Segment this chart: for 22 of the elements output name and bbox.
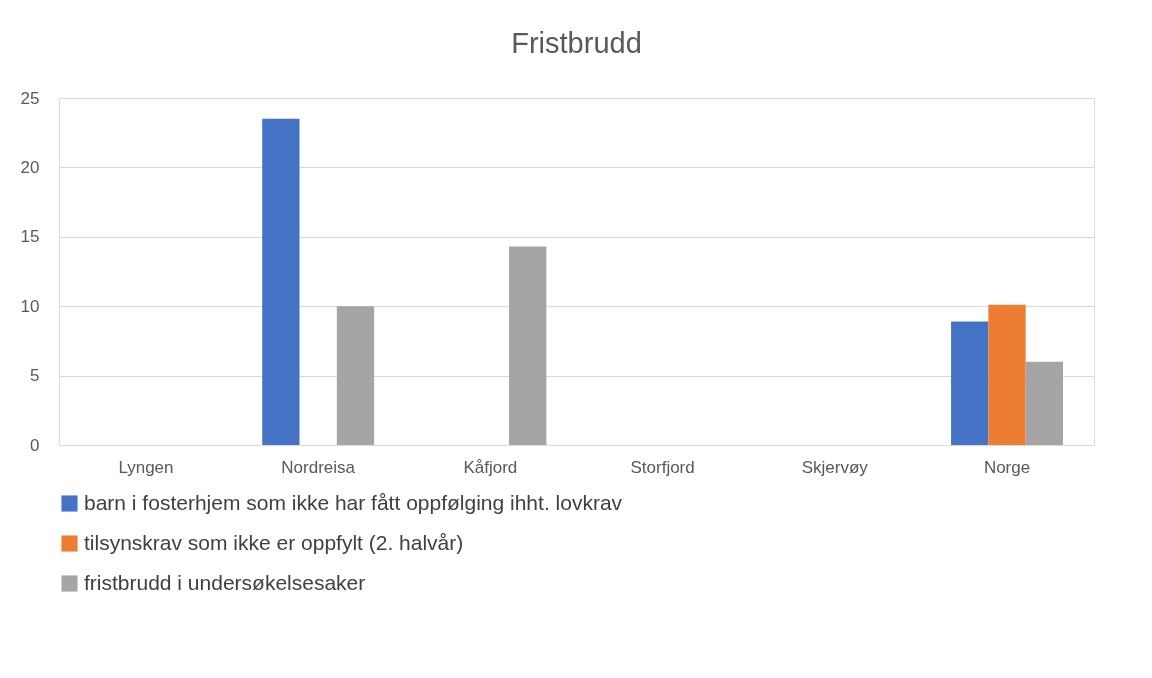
legend-label: tilsynskrav som ikke er oppfylt (2. halvår) — [84, 530, 464, 554]
y-tick-label: 25 — [20, 88, 40, 108]
bar — [336, 306, 375, 445]
y-tick-label: 20 — [20, 157, 40, 177]
x-tick-label: Nordreisa — [281, 457, 356, 477]
bar — [988, 304, 1026, 445]
chart-title: Fristbrudd — [511, 27, 642, 59]
legend-label: fristbrudd i undersøkelsesaker — [84, 570, 366, 594]
x-tick-label: Storfjord — [630, 457, 695, 477]
x-tick-label: Kåfjord — [463, 457, 518, 477]
bar — [509, 246, 547, 445]
x-tick-label: Skjervøy — [801, 457, 869, 477]
bar — [1025, 361, 1063, 445]
y-tick-label: 15 — [20, 227, 40, 247]
legend-label: barn i fosterhjem som ikke har fått oppfølging ihht. lovkrav — [84, 490, 623, 514]
x-tick-label: Norge — [983, 457, 1031, 477]
bar — [262, 118, 300, 445]
x-tick-label: Lyngen — [118, 457, 174, 477]
y-tick-label: 0 — [30, 435, 40, 455]
bar — [951, 321, 989, 445]
y-tick-label: 10 — [20, 296, 40, 316]
y-tick-label: 5 — [30, 366, 40, 386]
